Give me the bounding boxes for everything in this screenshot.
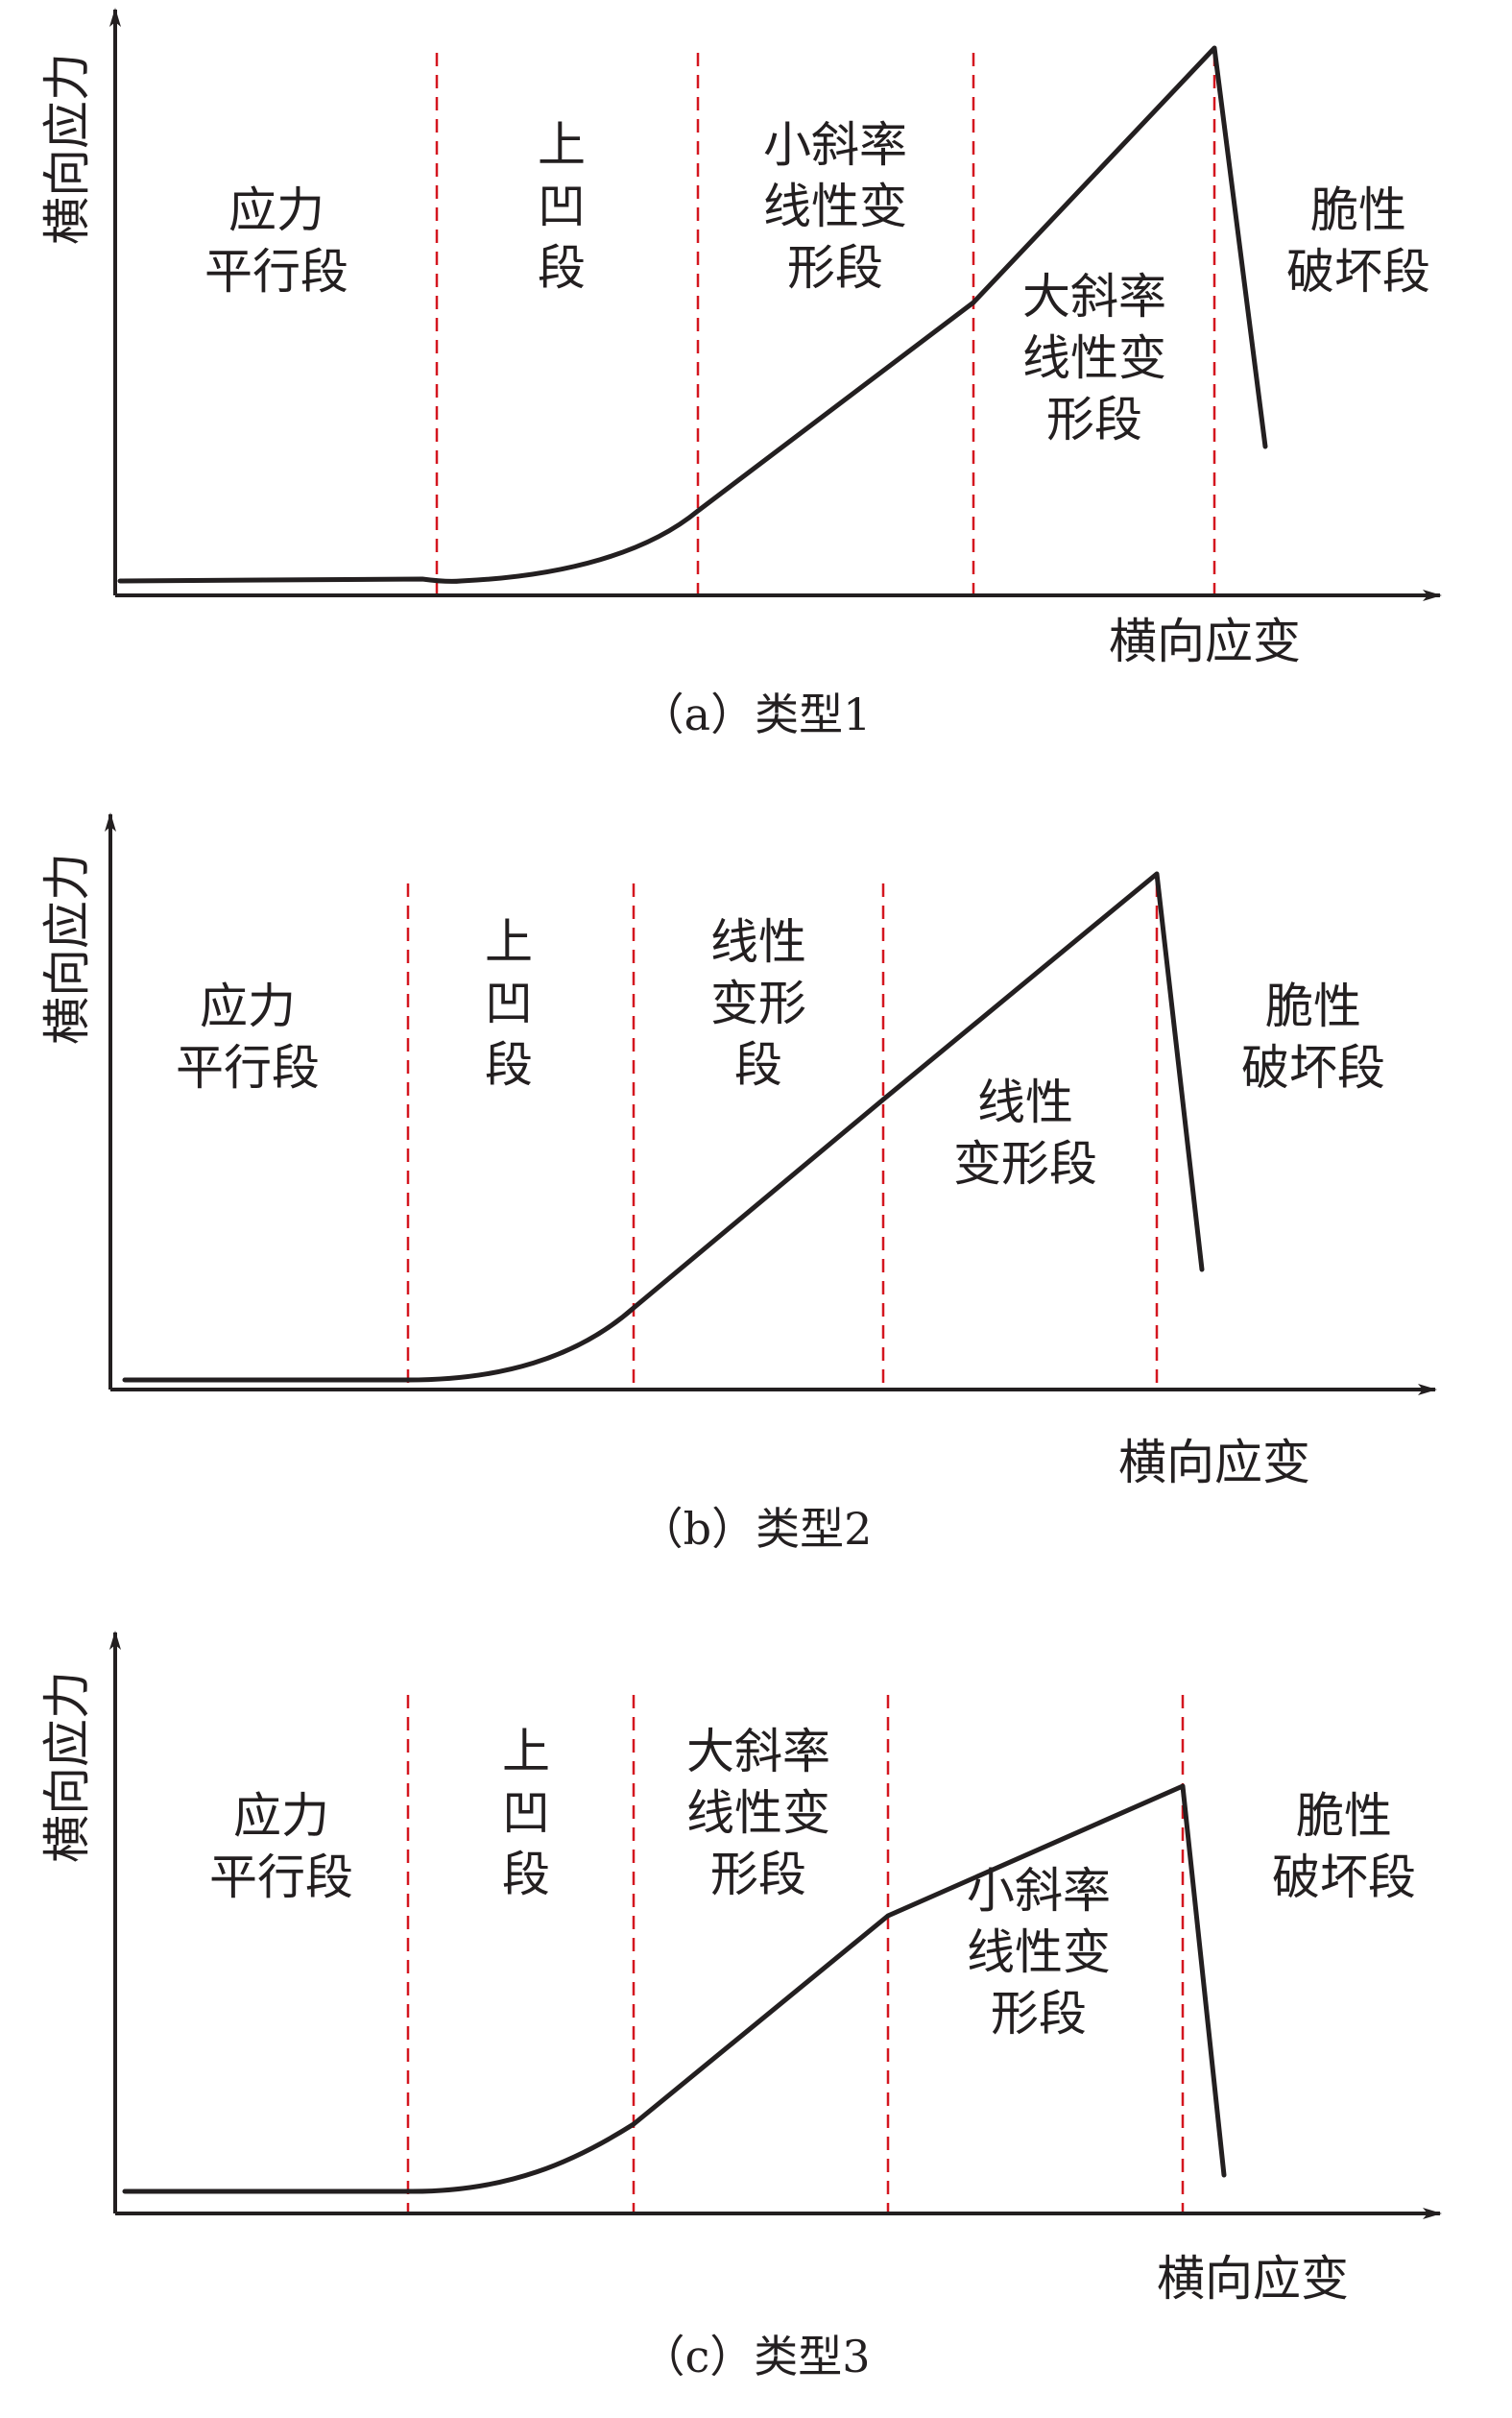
stress-strain-curve	[117, 45, 1268, 584]
region-label-line: 段	[502, 1847, 550, 1902]
region-label-line: 大斜率	[686, 1724, 830, 1779]
region-label-line: 平行段	[209, 1850, 353, 1905]
region-label-line: 脆性	[1296, 1788, 1392, 1844]
x-axis-label: 横向应变	[1109, 614, 1301, 669]
region-label-line: 线性	[710, 914, 806, 970]
panel-caption: （a）类型1	[640, 689, 872, 740]
region-label-line: 平行段	[176, 1040, 320, 1096]
region-label-line: 脆性	[1265, 979, 1361, 1034]
region-label-line: 平行段	[204, 244, 348, 300]
x-axis-label: 横向应变	[1157, 2251, 1349, 2307]
region-label-line: 线性	[977, 1075, 1073, 1130]
y-axis-label: 横向应力	[39, 53, 95, 245]
region-label-line: 应力	[200, 979, 296, 1034]
region-label-line: 段	[538, 240, 586, 296]
region-label-line: 线性变	[686, 1785, 830, 1841]
region-label-line: 形段	[1046, 392, 1142, 447]
panel-caption: （c）类型3	[640, 2331, 870, 2382]
region-label-line: 段	[485, 1037, 533, 1093]
y-axis-label: 横向应力	[39, 853, 95, 1045]
region-label-line: 形段	[787, 240, 883, 296]
region-label-line: 破坏段	[1286, 244, 1430, 300]
region-label-line: 大斜率	[1022, 269, 1166, 325]
region-label-line: 应力	[228, 182, 324, 238]
region-label-line: 凹	[502, 1785, 550, 1841]
region-label-line: 小斜率	[763, 117, 907, 173]
region-label-line: 小斜率	[967, 1863, 1111, 1919]
region-label-line: 应力	[233, 1788, 329, 1844]
panel-caption: （b）类型2	[639, 1503, 873, 1555]
region-label-line: 破坏段	[1241, 1040, 1385, 1096]
region-label-line: 形段	[991, 1986, 1087, 2042]
y-axis-label: 横向应力	[39, 1671, 95, 1863]
region-label-line: 凹	[485, 976, 533, 1031]
panel-a: 横向应力横向应变应力平行段上凹段小斜率线性变形段大斜率线性变形段脆性破坏段（a）…	[39, 8, 1442, 740]
region-label-line: 上	[485, 914, 533, 970]
region-label-line: 线性变	[763, 179, 907, 234]
region-label-line: 凹	[538, 179, 586, 234]
region-label-line: 线性变	[967, 1924, 1111, 1980]
x-axis-label: 横向应变	[1118, 1435, 1310, 1490]
stress-strain-curve	[122, 1783, 1227, 2194]
stress-strain-curve	[122, 871, 1205, 1383]
region-label-line: 变形	[710, 976, 806, 1031]
region-label-line: 上	[538, 117, 586, 173]
region-label-line: 段	[734, 1037, 782, 1093]
region-label-line: 变形段	[953, 1136, 1097, 1192]
region-label-line: 脆性	[1310, 182, 1406, 238]
region-label-line: 破坏段	[1272, 1850, 1416, 1905]
region-label-line: 上	[502, 1724, 550, 1779]
region-label-line: 线性变	[1022, 330, 1166, 386]
region-label-line: 形段	[710, 1847, 806, 1902]
